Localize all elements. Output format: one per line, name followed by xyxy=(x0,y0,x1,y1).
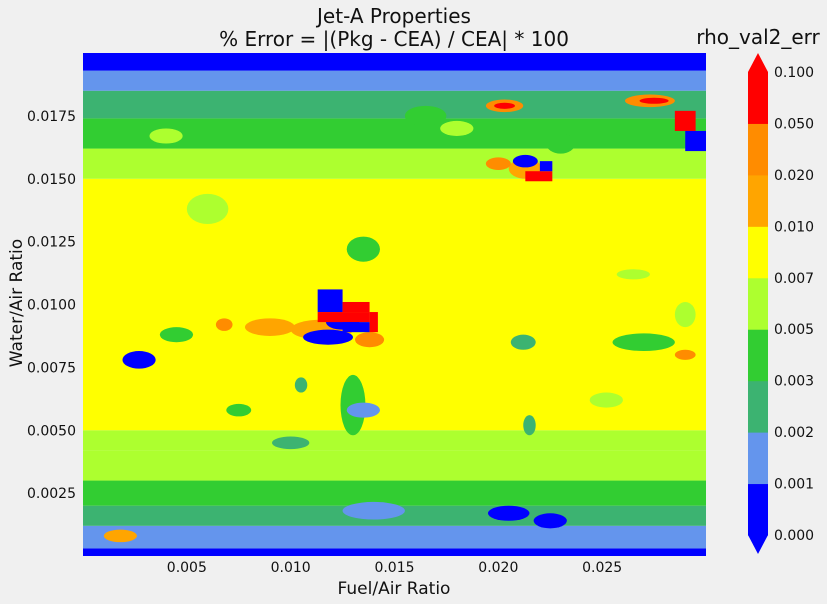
colorbar-tick-label: 0.007 xyxy=(774,271,814,287)
contour-blob-29 xyxy=(616,269,650,280)
contour-blob-22 xyxy=(533,513,567,529)
colorbar-tick-label: 0.005 xyxy=(774,322,814,338)
contour-blob-23 xyxy=(103,529,137,543)
colorbar-extend-top xyxy=(748,53,768,72)
y-axis-label: Water/Air Ratio xyxy=(7,239,27,367)
colorbar-segment-2 xyxy=(748,380,768,433)
x-tick-label: 0.020 xyxy=(478,560,518,576)
contour-blob-32 xyxy=(523,415,536,436)
contour-blob-20 xyxy=(342,501,405,520)
colorbar-extend-bottom xyxy=(748,535,768,554)
chart-title-line-2: % Error = |(Pkg - CEA) / CEA| * 100 xyxy=(219,27,569,51)
y-tick-label: 0.0150 xyxy=(27,172,76,188)
contour-bands xyxy=(83,53,706,556)
y-tick-label: 0.0100 xyxy=(27,298,76,314)
contour-cells xyxy=(317,110,706,333)
contour-band-4 xyxy=(83,450,706,481)
x-tick-label: 0.005 xyxy=(167,560,207,576)
colorbar-tick-label: 0.003 xyxy=(774,374,814,390)
colorbar-segment-4 xyxy=(748,277,768,330)
contour-blob-24 xyxy=(346,236,380,262)
colorbar-tick-label: 0.050 xyxy=(774,116,814,132)
contour-blobs xyxy=(103,94,696,543)
x-axis-ticks: 0.005 0.010 0.015 0.020 0.025 xyxy=(167,560,622,576)
colorbar-segment-6 xyxy=(748,174,768,227)
y-tick-label: 0.0075 xyxy=(27,360,76,376)
contour-cell-8 xyxy=(539,161,553,172)
contour-blob-13 xyxy=(639,97,669,104)
x-tick-label: 0.015 xyxy=(374,560,414,576)
contour-blob-25 xyxy=(186,193,229,225)
y-tick-label: 0.0175 xyxy=(27,109,76,125)
contour-blob-6 xyxy=(122,351,156,369)
contour-blob-7 xyxy=(612,333,675,352)
contour-band-0 xyxy=(83,548,706,556)
colorbar-segment-3 xyxy=(748,329,768,382)
contour-blob-35 xyxy=(440,120,474,136)
contour-blob-2 xyxy=(215,318,233,331)
colorbar-segment-8 xyxy=(748,72,768,124)
contour-blob-1 xyxy=(244,318,295,336)
contour-blob-21 xyxy=(487,505,530,521)
colorbar-segment-0 xyxy=(748,483,768,536)
y-axis-ticks: 0.0025 0.0050 0.0075 0.0100 0.0125 0.0150 0.01… xyxy=(27,109,76,502)
contour-band-7 xyxy=(83,148,706,179)
colorbar-segment-5 xyxy=(748,226,768,279)
contour-cell-6 xyxy=(685,130,706,152)
contour-band-8 xyxy=(83,118,706,149)
contour-band-11 xyxy=(83,53,706,71)
contour-blob-26 xyxy=(546,133,576,154)
colorbar-tick-label: 0.000 xyxy=(774,528,814,544)
contour-cell-5 xyxy=(674,110,696,131)
contour-blob-16 xyxy=(485,157,511,170)
contour-blob-8 xyxy=(674,349,696,360)
colorbar-tick-label: 0.100 xyxy=(774,65,814,81)
y-tick-label: 0.0125 xyxy=(27,235,76,251)
colorbar-segment-1 xyxy=(748,432,768,485)
contour-cell-4 xyxy=(369,312,378,333)
colorbar-tick-label: 0.002 xyxy=(774,425,814,441)
colorbar-title: rho_val2_err xyxy=(696,25,820,49)
contour-cell-0 xyxy=(317,289,343,313)
y-tick-label: 0.0025 xyxy=(27,486,76,502)
colorbar-tick-label: 0.001 xyxy=(774,477,814,493)
contour-blob-9 xyxy=(674,301,696,328)
contour-blob-30 xyxy=(589,392,623,408)
contour-band-5 xyxy=(83,430,706,451)
colorbar-segment-7 xyxy=(748,123,768,176)
colorbar-ticks: 0.000 0.001 0.002 0.003 0.005 0.007 0.010 0.020… xyxy=(774,65,814,544)
plot-area xyxy=(83,53,706,556)
colorbar-tick-label: 0.010 xyxy=(774,219,814,235)
x-axis-label: Fuel/Air Ratio xyxy=(338,579,451,599)
contour-band-3 xyxy=(83,480,706,506)
chart-title-line-1: Jet-A Properties xyxy=(315,4,471,28)
y-tick-label: 0.0050 xyxy=(27,423,76,439)
contour-blob-5 xyxy=(355,332,385,348)
contour-blob-27 xyxy=(404,105,447,126)
contour-blob-33 xyxy=(294,377,308,393)
contour-blob-3 xyxy=(303,329,353,345)
contour-blob-31 xyxy=(510,334,536,350)
contour-blob-19 xyxy=(346,402,380,418)
x-tick-label: 0.010 xyxy=(271,560,311,576)
contour-blob-34 xyxy=(226,403,252,417)
contour-blob-11 xyxy=(494,102,515,109)
contour-blob-15 xyxy=(512,154,538,168)
colorbar-tick-label: 0.020 xyxy=(774,168,814,184)
contour-blob-28 xyxy=(159,327,194,343)
contour-cell-2 xyxy=(342,301,370,313)
x-tick-label: 0.025 xyxy=(582,560,622,576)
contour-cell-7 xyxy=(525,171,553,182)
colorbar xyxy=(748,53,768,554)
contour-blob-36 xyxy=(149,128,183,144)
contour-cell-1 xyxy=(317,312,370,323)
contour-band-9 xyxy=(83,90,706,119)
contour-band-6 xyxy=(83,178,706,431)
contour-band-10 xyxy=(83,70,706,91)
contour-band-1 xyxy=(83,525,706,549)
contour-cell-3 xyxy=(342,322,370,333)
contour-blob-17 xyxy=(271,436,310,450)
